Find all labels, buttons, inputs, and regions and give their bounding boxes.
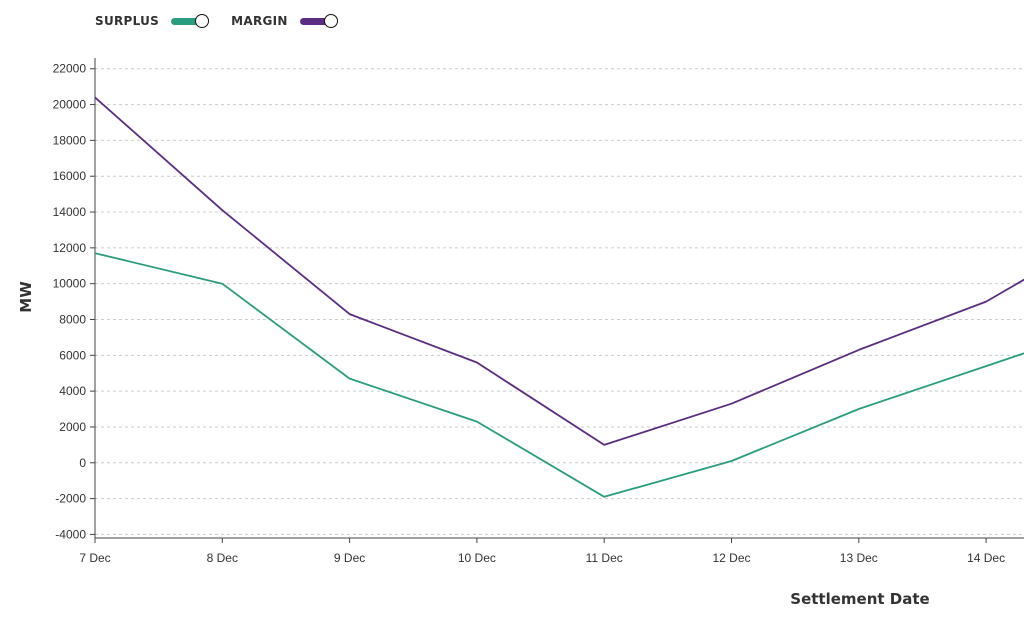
y-tick-label: -2000 [55, 492, 86, 506]
x-tick-label: 12 Dec [712, 551, 750, 565]
y-tick-label: 8000 [59, 312, 86, 326]
x-tick-label: 9 Dec [334, 551, 365, 565]
x-tick-label: 13 Dec [840, 551, 878, 565]
surplus-toggle-track [171, 18, 208, 25]
y-tick-label: 4000 [59, 384, 86, 398]
y-tick-label: 2000 [59, 420, 86, 434]
y-tick-label: 14000 [53, 205, 87, 219]
margin-toggle-knob[interactable] [323, 14, 338, 28]
gridlines [95, 68, 1024, 535]
x-tick-label: 7 Dec [79, 551, 110, 565]
series-line-surplus [95, 252, 1024, 498]
y-ticks: -4000 -2000 0 2000 4000 6000 8000 10000 12000 140… [53, 62, 95, 541]
y-tick-label: 6000 [59, 348, 86, 362]
surplus-toggle[interactable] [171, 14, 211, 28]
y-tick-label: 10000 [53, 277, 87, 291]
y-tick-label: 20000 [53, 98, 87, 112]
legend-item-margin[interactable]: MARGIN [231, 14, 340, 28]
legend-label-margin: MARGIN [231, 14, 288, 28]
x-tick-label: 14 Dec [967, 551, 1005, 565]
x-ticks: 7 Dec 8 Dec 9 Dec 10 Dec 11 Dec 12 Dec 13 Dec 1… [79, 538, 1005, 565]
legend-label-surplus: SURPLUS [95, 14, 160, 28]
y-tick-label: 16000 [53, 169, 87, 183]
axes [94, 58, 1024, 539]
x-tick-label: 8 Dec [207, 551, 238, 565]
y-tick-label: 12000 [53, 241, 87, 255]
legend: SURPLUS MARGIN [95, 14, 340, 28]
x-tick-label: 10 Dec [458, 551, 496, 565]
margin-toggle-track [299, 18, 336, 25]
x-axis-title: Settlement Date [790, 590, 929, 608]
y-tick-label: 22000 [53, 62, 87, 76]
y-axis-title: MW [17, 281, 35, 313]
legend-item-surplus[interactable]: SURPLUS [95, 14, 211, 28]
x-tick-label: 11 Dec [586, 551, 623, 565]
y-tick-label: 18000 [53, 133, 87, 147]
series-lines [95, 96, 1024, 498]
y-tick-label: -4000 [55, 527, 86, 541]
surplus-toggle-knob[interactable] [195, 14, 210, 28]
y-tick-label: 0 [79, 456, 86, 470]
series-line-margin [95, 96, 1024, 446]
margin-toggle[interactable] [299, 14, 340, 28]
